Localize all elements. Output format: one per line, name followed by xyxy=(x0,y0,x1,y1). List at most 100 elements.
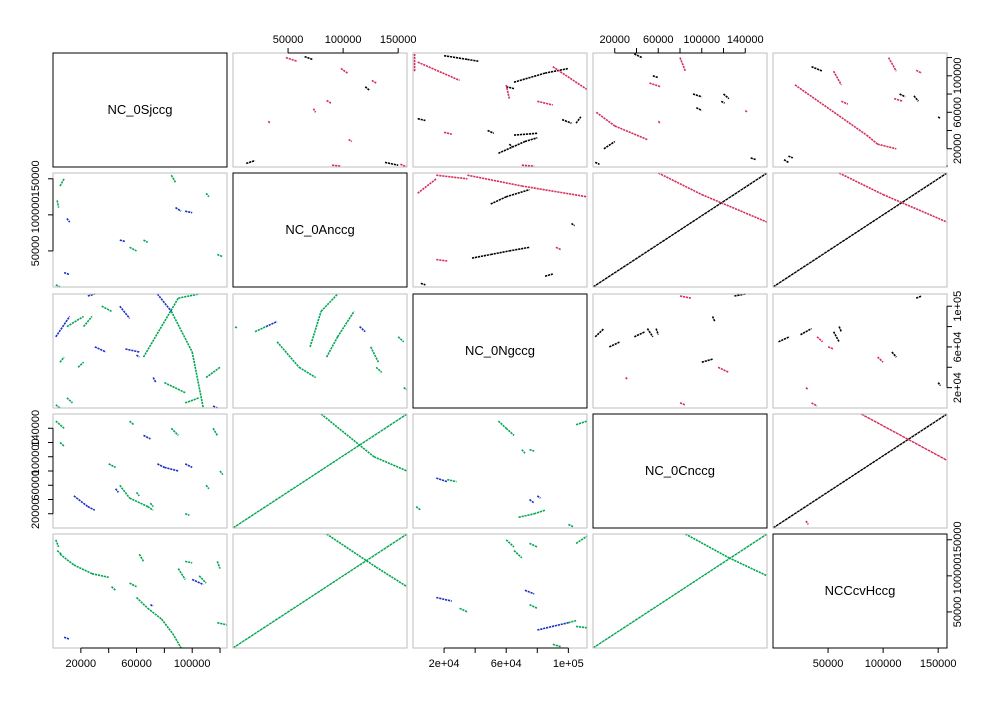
match-segment-193 xyxy=(575,420,588,426)
match-segment-113 xyxy=(191,351,205,409)
match-segment-88 xyxy=(571,222,576,227)
right-tick-label-2-2: 1e+05 xyxy=(952,291,964,322)
match-segment-169 xyxy=(205,484,210,490)
top-tick-label-1-2: 150000 xyxy=(380,34,417,46)
match-segment-126 xyxy=(336,310,355,338)
panel-2-0 xyxy=(52,293,228,409)
match-segment-163 xyxy=(143,434,151,440)
match-segment-10 xyxy=(384,161,399,166)
match-segment-191 xyxy=(533,509,546,515)
match-segment-192 xyxy=(568,523,574,528)
bottom-tick-label-0-0: 20000 xyxy=(66,658,97,670)
match-segment-166 xyxy=(164,466,179,472)
match-segment-228 xyxy=(568,619,577,624)
match-segment-64 xyxy=(56,200,60,208)
match-segment-27 xyxy=(443,131,452,135)
match-segment-83 xyxy=(490,250,510,256)
panel-4-3 xyxy=(592,533,768,649)
match-segment-40 xyxy=(695,106,703,112)
match-segment-153 xyxy=(915,295,922,299)
match-segment-199 xyxy=(59,553,75,566)
match-segment-96 xyxy=(55,315,71,338)
match-segment-220 xyxy=(436,596,452,602)
match-segment-80 xyxy=(490,196,507,205)
match-segment-175 xyxy=(129,497,149,508)
match-segment-219 xyxy=(375,566,408,588)
top-tick-label-3-1: 60000 xyxy=(643,34,674,46)
top-tick-label-1-0: 50000 xyxy=(273,34,304,46)
match-segment-149 xyxy=(832,331,840,343)
match-segment-22 xyxy=(537,100,553,106)
match-segment-138 xyxy=(679,295,692,299)
match-segment-51 xyxy=(866,134,879,145)
match-segment-42 xyxy=(722,93,730,100)
match-segment-37 xyxy=(649,82,661,88)
match-segment-197 xyxy=(55,539,60,548)
bottom-tick-label-2-2: 1e+05 xyxy=(553,658,584,670)
match-segment-97 xyxy=(66,315,85,328)
match-segment-133 xyxy=(594,328,605,338)
match-segment-59 xyxy=(788,155,794,159)
match-segment-180 xyxy=(373,456,408,472)
match-segment-167 xyxy=(184,463,193,469)
left-tick-label-3-3: 140000 xyxy=(30,410,42,447)
match-segment-181 xyxy=(415,505,422,511)
match-segment-8 xyxy=(348,138,353,143)
match-segment-86 xyxy=(436,258,448,262)
match-segment-100 xyxy=(119,305,131,319)
genome-label-1: NC_0Anccg xyxy=(285,222,354,237)
match-segment-48 xyxy=(811,65,823,72)
segments-layer xyxy=(55,53,948,649)
match-segment-207 xyxy=(160,618,174,635)
panel-4-1 xyxy=(232,533,408,649)
match-segment-120 xyxy=(265,320,278,328)
match-segment-200 xyxy=(73,564,93,575)
match-segment-101 xyxy=(94,346,107,353)
match-segment-19 xyxy=(544,67,569,74)
match-segment-209 xyxy=(177,568,186,580)
match-segment-99 xyxy=(101,305,112,313)
match-segment-184 xyxy=(497,420,507,429)
match-segment-103 xyxy=(136,354,140,358)
match-segment-11 xyxy=(400,163,408,168)
match-segment-107 xyxy=(55,404,61,409)
diagonal-panel-0 xyxy=(52,52,228,168)
match-segment-25 xyxy=(575,116,582,124)
match-segment-84 xyxy=(509,246,530,252)
match-segment-3 xyxy=(340,67,348,74)
match-segment-230 xyxy=(552,643,561,648)
panel-0-3 xyxy=(592,52,768,168)
match-segment-91 xyxy=(657,172,703,196)
match-segment-224 xyxy=(529,542,538,548)
match-segment-5 xyxy=(312,108,317,113)
axes-layer: 20000 60000 100000 2e+04 6e+04 1e+05 50000 1000… xyxy=(30,34,964,670)
match-segment-0 xyxy=(285,56,298,62)
left-tick-label-1-2: 150000 xyxy=(30,160,42,197)
panel-2-1 xyxy=(232,293,408,409)
match-segment-136 xyxy=(646,328,654,338)
match-segment-131 xyxy=(403,386,408,391)
match-segment-229 xyxy=(575,535,588,545)
match-segment-134 xyxy=(608,341,621,348)
match-segment-204 xyxy=(138,553,145,562)
match-segment-182 xyxy=(436,477,448,483)
match-segment-162 xyxy=(129,420,135,426)
top-tick-label-1-1: 100000 xyxy=(325,34,362,46)
match-segment-49 xyxy=(832,70,842,86)
match-segment-231 xyxy=(575,625,588,629)
match-segment-52 xyxy=(877,143,897,150)
match-segment-67 xyxy=(205,192,210,198)
match-segment-116 xyxy=(184,397,200,404)
match-segment-73 xyxy=(63,271,70,276)
match-segment-143 xyxy=(625,376,629,381)
match-segment-179 xyxy=(320,413,375,458)
match-segment-222 xyxy=(505,539,515,548)
panel-3-4 xyxy=(772,413,948,529)
match-segment-165 xyxy=(157,463,165,469)
match-segment-211 xyxy=(198,575,207,584)
match-segment-9 xyxy=(267,120,271,124)
match-segment-1 xyxy=(245,159,256,165)
match-segment-173 xyxy=(184,513,190,516)
match-segment-146 xyxy=(800,327,812,336)
match-segment-33 xyxy=(595,111,616,127)
